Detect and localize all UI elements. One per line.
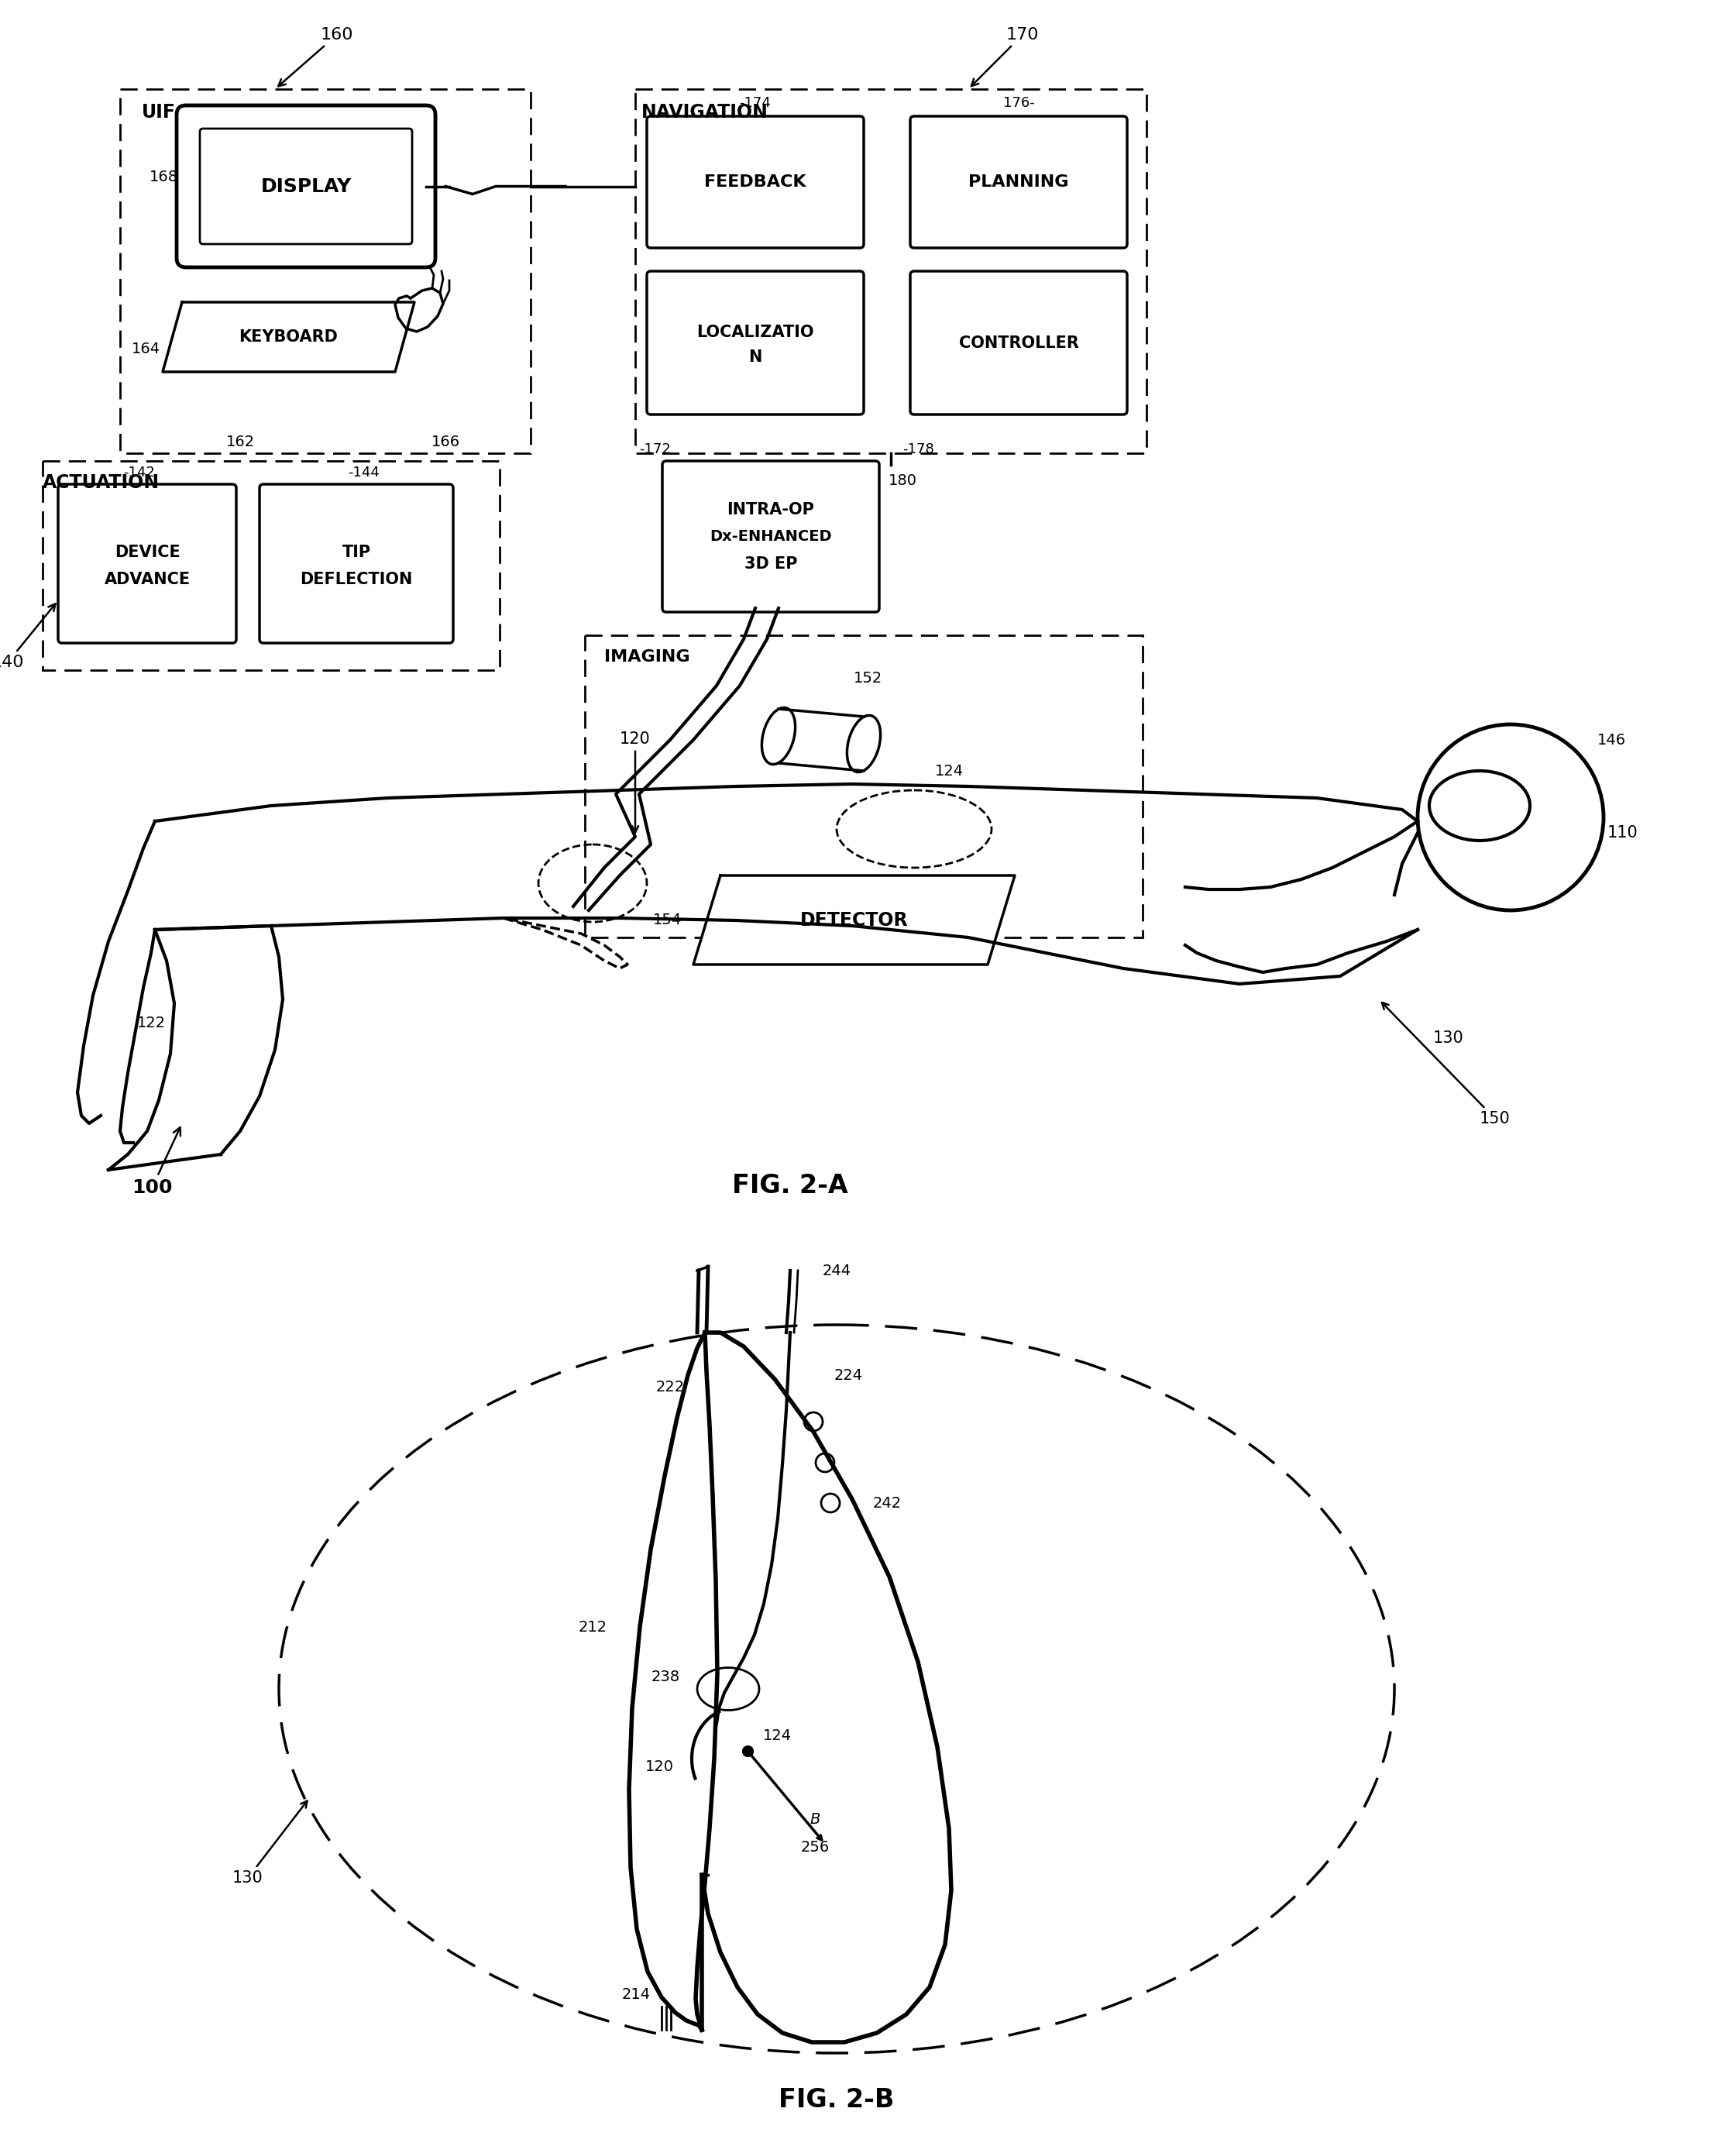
Text: 120: 120 [620, 732, 651, 833]
Text: -144: -144 [349, 465, 380, 480]
Text: DEVICE: DEVICE [115, 545, 181, 560]
Text: -142: -142 [123, 465, 155, 480]
Text: ACTUATION: ACTUATION [42, 474, 160, 491]
Text: -174: -174 [740, 97, 771, 110]
Text: Dx-ENHANCED: Dx-ENHANCED [710, 530, 832, 545]
Ellipse shape [762, 708, 795, 764]
Text: 130: 130 [1434, 1031, 1463, 1046]
Text: B: B [809, 1811, 819, 1826]
Text: -178: -178 [903, 441, 934, 456]
Text: UIF: UIF [142, 103, 175, 121]
Text: TIP: TIP [342, 545, 372, 560]
Text: FIG. 2-A: FIG. 2-A [733, 1173, 849, 1197]
Text: CONTROLLER: CONTROLLER [958, 336, 1078, 351]
Text: 212: 212 [578, 1619, 608, 1634]
Text: PLANNING: PLANNING [969, 174, 1069, 189]
Text: 176-: 176- [1003, 97, 1035, 110]
Text: 164: 164 [132, 342, 160, 355]
Text: 238: 238 [651, 1671, 681, 1684]
Text: DISPLAY: DISPLAY [260, 177, 351, 196]
Text: 146: 146 [1597, 732, 1625, 747]
Text: 124: 124 [934, 764, 963, 777]
Text: 152: 152 [852, 670, 882, 685]
Text: 170: 170 [972, 28, 1040, 86]
Text: 214: 214 [621, 1987, 651, 2002]
Text: 242: 242 [873, 1496, 901, 1511]
Text: 166: 166 [431, 435, 460, 450]
Text: DETECTOR: DETECTOR [800, 911, 908, 930]
Text: KEYBOARD: KEYBOARD [240, 329, 339, 344]
Text: LOCALIZATIO: LOCALIZATIO [696, 325, 814, 340]
Text: 162: 162 [226, 435, 255, 450]
Text: DEFLECTION: DEFLECTION [300, 571, 413, 588]
Text: 122: 122 [137, 1016, 165, 1029]
Text: 256: 256 [800, 1841, 830, 1856]
Text: 110: 110 [1608, 825, 1639, 840]
Text: 168: 168 [149, 170, 179, 183]
Text: 150: 150 [1382, 1003, 1510, 1126]
Text: FEEDBACK: FEEDBACK [705, 174, 806, 189]
Text: 3D EP: 3D EP [745, 555, 797, 571]
Text: FIG. 2-B: FIG. 2-B [779, 2086, 894, 2112]
Text: 180: 180 [889, 474, 917, 489]
Text: 224: 224 [833, 1367, 863, 1382]
Text: 244: 244 [823, 1264, 851, 1279]
Text: 130: 130 [233, 1800, 307, 1886]
Polygon shape [693, 876, 1016, 965]
Text: 140: 140 [0, 603, 56, 670]
Text: N: N [748, 349, 762, 364]
Text: ADVANCE: ADVANCE [104, 571, 191, 588]
Text: 100: 100 [132, 1128, 181, 1197]
Text: 124: 124 [764, 1729, 792, 1742]
Text: 120: 120 [646, 1759, 674, 1774]
Text: 154: 154 [653, 913, 682, 928]
Text: IMAGING: IMAGING [604, 650, 689, 665]
Text: NAVIGATION: NAVIGATION [642, 103, 769, 121]
Text: -172: -172 [639, 441, 670, 456]
Text: 222: 222 [656, 1380, 684, 1395]
Text: INTRA-OP: INTRA-OP [727, 502, 814, 517]
Text: 160: 160 [278, 28, 354, 86]
